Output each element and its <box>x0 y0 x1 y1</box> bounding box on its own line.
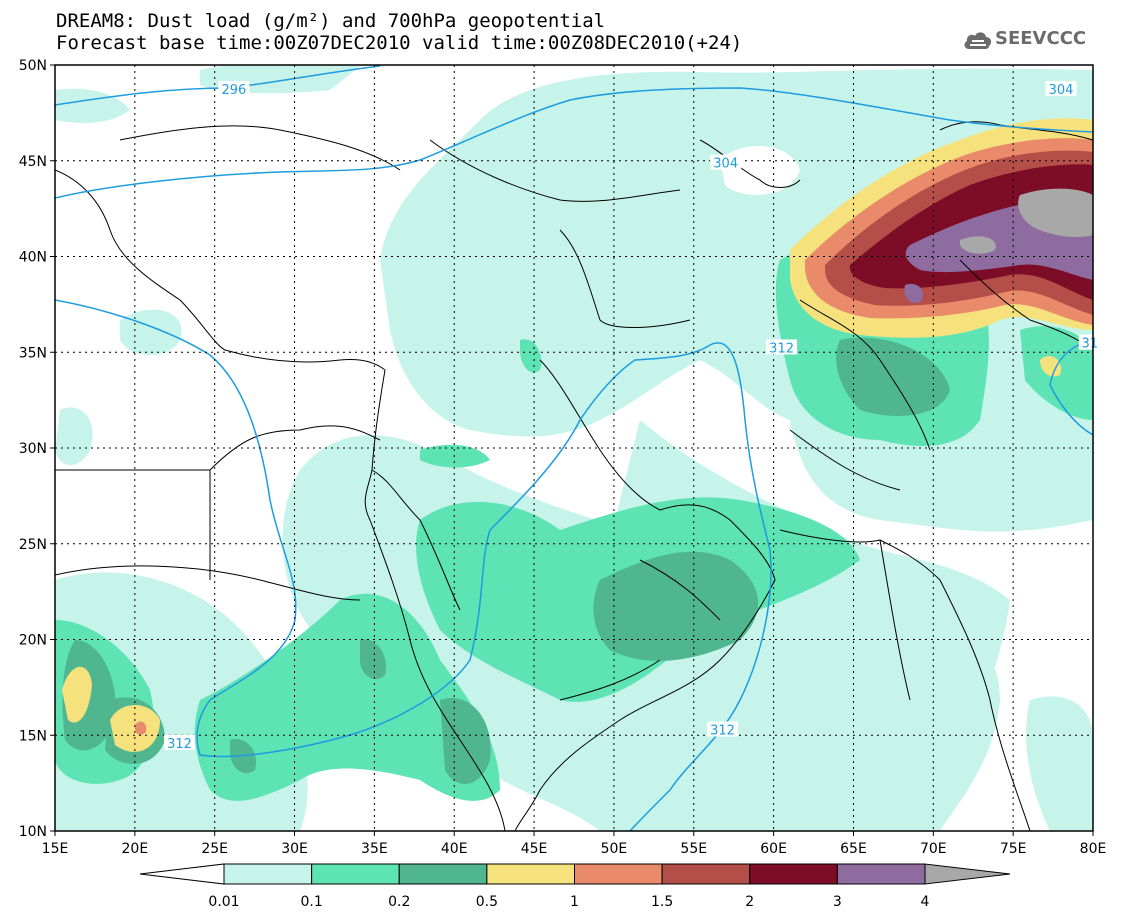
x-tick-label: 35E <box>361 841 388 857</box>
geopotential-contours <box>55 65 1093 831</box>
x-tick-label: 60E <box>760 841 787 857</box>
forecast-time-subtitle: Forecast base time:00Z07DEC2010 valid ti… <box>56 32 743 54</box>
colorbar-label: 0.5 <box>476 894 498 910</box>
colorbar-label: 2 <box>745 894 754 910</box>
y-tick-label: 40N <box>19 250 47 266</box>
y-tick-label: 45N <box>19 154 47 170</box>
y-tick-label: 15N <box>19 728 47 744</box>
colorbar-label: 0.01 <box>208 894 239 910</box>
colorbar: 0.01 0.1 0.2 0.5 1 1.5 2 3 4 <box>139 863 1011 910</box>
colorbar-swatch <box>661 863 751 885</box>
colorbar-min-triangle <box>139 863 225 885</box>
contour-label: 304 <box>713 157 738 172</box>
colorbar-label: 3 <box>833 894 842 910</box>
contour-label-bg <box>707 721 739 737</box>
contour-label: 304 <box>1049 83 1074 98</box>
dust-fields <box>55 65 1093 831</box>
x-tick-label: 40E <box>441 841 468 857</box>
x-axis: 15E 20E 25E 30E 35E 40E 45E 50E 55E 60E 65E 70E 75E 8… <box>42 831 1107 857</box>
contour-label-bg <box>710 154 742 170</box>
contour-label: 312 <box>167 737 192 752</box>
contour-label: 312 <box>710 724 735 739</box>
x-tick-label: 45E <box>521 841 548 857</box>
contour-label: 296 <box>221 83 246 98</box>
gridlines <box>55 65 1093 831</box>
y-tick-label: 50N <box>19 58 47 74</box>
x-tick-label: 25E <box>201 841 228 857</box>
colorbar-swatch <box>574 863 663 885</box>
y-tick-label: 10N <box>19 824 47 840</box>
x-tick-label: 75E <box>1000 841 1027 857</box>
contour-label-bg <box>1078 334 1101 350</box>
colorbar-swatch <box>836 863 926 885</box>
colorbar-swatch <box>223 863 313 885</box>
colorbar-max-triangle <box>924 863 1011 885</box>
dust-level-0-2 <box>62 337 950 784</box>
map-title: DREAM8: Dust load (g/m²) and 700hPa geop… <box>56 10 606 32</box>
x-tick-label: 80E <box>1080 841 1107 857</box>
y-tick-label: 25N <box>19 537 47 553</box>
x-tick-label: 30E <box>281 841 308 857</box>
y-tick-label: 30N <box>19 441 47 457</box>
cloud-icon <box>964 32 992 49</box>
x-tick-label: 70E <box>920 841 947 857</box>
x-tick-label: 65E <box>840 841 867 857</box>
colorbar-label: 0.1 <box>300 894 322 910</box>
colorbar-label: 1 <box>570 894 579 910</box>
colorbar-label: 4 <box>921 894 930 910</box>
contour-label-bg <box>1045 80 1077 96</box>
x-tick-label: 55E <box>680 841 707 857</box>
colorbar-label: 0.2 <box>388 894 410 910</box>
contour-label-bg <box>164 734 196 750</box>
colorbar-swatch <box>311 863 400 885</box>
colorbar-swatch <box>749 863 838 885</box>
colorbar-swatch <box>398 863 488 885</box>
contour-label-bg <box>218 80 250 96</box>
logo-text: SEEVCCC <box>995 28 1087 49</box>
x-tick-label: 50E <box>601 841 628 857</box>
contour-labels: 296 304 304 312 312 312 31 <box>164 80 1101 752</box>
y-tick-label: 20N <box>19 633 47 649</box>
y-tick-label: 35N <box>19 345 47 361</box>
contour-label-bg <box>766 339 798 355</box>
contour-label: 31 <box>1082 337 1099 352</box>
dust-level-4 <box>960 188 1093 254</box>
seevccc-logo: SEEVCCC <box>962 24 1102 60</box>
coastlines <box>55 121 1093 831</box>
contour-label: 312 <box>769 341 794 356</box>
x-tick-label: 20E <box>122 841 149 857</box>
y-axis: 10N 15N 20N 25N 30N 35N 40N 45N 50N <box>19 58 55 840</box>
colorbar-label: 1.5 <box>651 894 673 910</box>
colorbar-swatch <box>486 863 575 885</box>
x-tick-label: 15E <box>42 841 69 857</box>
